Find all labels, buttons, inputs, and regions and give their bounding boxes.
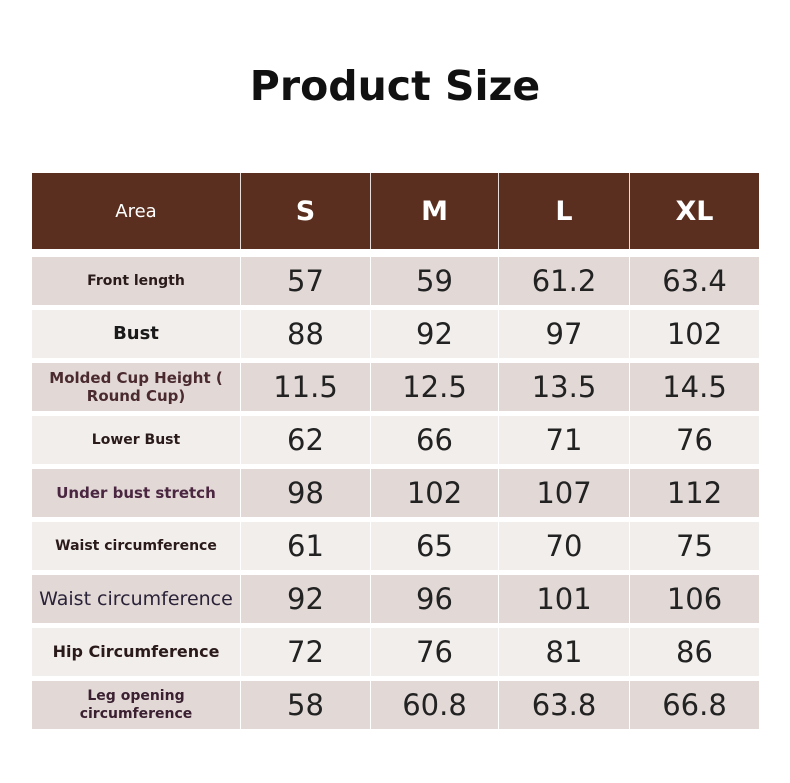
cell-value: 65 — [371, 522, 499, 570]
table-header-row: Area S M L XL — [32, 173, 759, 249]
header-size-l: L — [499, 173, 630, 249]
cell-value: 98 — [241, 469, 371, 517]
table-row: Leg opening circumference 58 60.8 63.8 6… — [32, 681, 759, 729]
cell-value: 12.5 — [371, 363, 499, 411]
cell-value: 101 — [499, 575, 630, 623]
table-row: Waist circumference 61 65 70 75 — [32, 522, 759, 570]
header-size-m: M — [371, 173, 499, 249]
row-label: Leg opening circumference — [32, 681, 241, 729]
row-label: Waist circumference — [32, 522, 241, 570]
cell-value: 112 — [666, 476, 723, 510]
row-label: Bust — [32, 310, 241, 358]
row-label: Front length — [32, 257, 241, 305]
cell-value: 59 — [371, 257, 499, 305]
table-row: Molded Cup Height ( Round Cup) 11.5 12.5… — [32, 363, 759, 411]
table-row: Bust 88 92 97 102 — [32, 310, 759, 358]
row-label: Waist circumference — [32, 575, 241, 623]
cell-value: 57 — [241, 257, 371, 305]
cell-value: 97 — [499, 310, 630, 358]
cell-value: 61.2 — [499, 257, 630, 305]
table-row: Waist circumference 92 96 101 106 — [32, 575, 759, 623]
cell-value: 13.5 — [499, 363, 630, 411]
cell-value: 70 — [499, 522, 630, 570]
cell-value: 76 — [676, 423, 713, 457]
cell-value: 58 — [241, 681, 371, 729]
header-area: Area — [32, 173, 241, 249]
cell-value: 102 — [666, 317, 723, 351]
cell-value: 14.5 — [662, 370, 727, 404]
cell-value: 60.8 — [371, 681, 499, 729]
cell-value: 63.8 — [499, 681, 630, 729]
row-label: Lower Bust — [32, 416, 241, 464]
cell-value: 102 — [371, 469, 499, 517]
size-table: Area S M L XL Front length 57 59 61.2 63… — [32, 173, 759, 734]
cell-value: 92 — [241, 575, 371, 623]
cell-value: 66.8 — [662, 688, 727, 722]
table-row: Front length 57 59 61.2 63.4 — [32, 257, 759, 305]
cell-value: 62 — [241, 416, 371, 464]
cell-value: 88 — [241, 310, 371, 358]
cell-value: 11.5 — [241, 363, 371, 411]
cell-value: 81 — [499, 628, 630, 676]
row-label: Under bust stretch — [32, 469, 241, 517]
cell-value: 61 — [241, 522, 371, 570]
cell-value: 86 — [676, 635, 713, 669]
cell-value: 63.4 — [662, 264, 727, 298]
page-title: Product Size — [249, 62, 541, 110]
row-label: Molded Cup Height ( Round Cup) — [32, 363, 241, 411]
table-row: Under bust stretch 98 102 107 112 — [32, 469, 759, 517]
cell-value: 92 — [371, 310, 499, 358]
cell-value: 107 — [499, 469, 630, 517]
cell-value: 106 — [666, 582, 723, 616]
cell-value: 76 — [371, 628, 499, 676]
cell-value: 72 — [241, 628, 371, 676]
header-size-xl: XL — [675, 195, 714, 227]
header-size-s: S — [241, 173, 371, 249]
cell-value: 66 — [371, 416, 499, 464]
cell-value: 71 — [499, 416, 630, 464]
table-row: Hip Circumference 72 76 81 86 — [32, 628, 759, 676]
table-row: Lower Bust 62 66 71 76 — [32, 416, 759, 464]
row-label: Hip Circumference — [32, 628, 241, 676]
cell-value: 96 — [371, 575, 499, 623]
cell-value: 75 — [676, 529, 713, 563]
